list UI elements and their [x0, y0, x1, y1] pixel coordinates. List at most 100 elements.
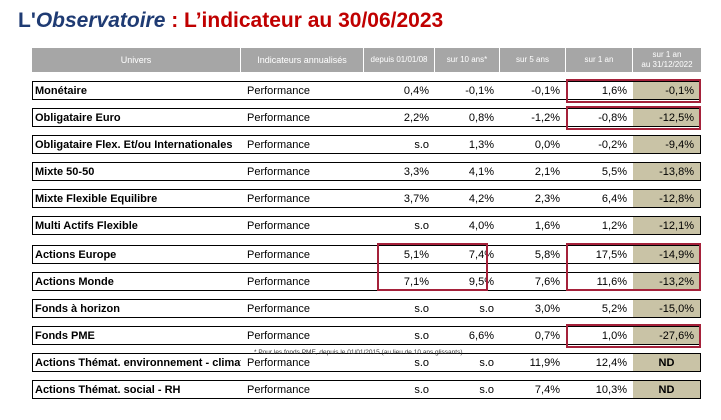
value-depuis-2008: s.o: [364, 326, 435, 345]
value-10-years: -0,1%: [435, 81, 500, 100]
value-1-year-2022: -14,9%: [633, 245, 701, 264]
row-indicator: Performance: [241, 216, 364, 235]
value-depuis-2008: 2,2%: [364, 108, 435, 127]
value-10-years: 4,1%: [435, 162, 500, 181]
row-name: Actions Monde: [32, 272, 241, 291]
value-5-years: 0,0%: [500, 135, 566, 154]
col-header-sur1: sur 1 an: [566, 48, 633, 72]
value-1-year-2022: -9,4%: [633, 135, 701, 154]
value-5-years: 2,1%: [500, 162, 566, 181]
value-depuis-2008: 3,7%: [364, 189, 435, 208]
row-indicator: Performance: [241, 299, 364, 318]
value-1-year-2022: -13,2%: [633, 272, 701, 291]
value-1-year-2022: -0,1%: [633, 81, 701, 100]
value-5-years: -0,1%: [500, 81, 566, 100]
value-1-year-2022: -27,6%: [633, 326, 701, 345]
value-1-year: 10,3%: [566, 380, 633, 399]
page-title: L'Observatoire : L’indicateur au 30/06/2…: [18, 9, 443, 33]
row-name: Monétaire: [32, 81, 241, 100]
value-5-years: 5,8%: [500, 245, 566, 264]
value-10-years: 9,5%: [435, 272, 500, 291]
row-name: Mixte Flexible Equilibre: [32, 189, 241, 208]
col-header-sur5: sur 5 ans: [500, 48, 566, 72]
value-10-years: s.o: [435, 299, 500, 318]
value-5-years: 11,9%: [500, 353, 566, 372]
value-1-year: 1,6%: [566, 81, 633, 100]
title-text: : L’indicateur au 30/06/2023: [165, 9, 444, 32]
row-indicator: Performance: [241, 162, 364, 181]
col-header-depuis: depuis 01/01/08: [364, 48, 435, 72]
row-indicator: Performance: [241, 326, 364, 345]
value-depuis-2008: s.o: [364, 380, 435, 399]
row-indicator: Performance: [241, 353, 364, 372]
table-row: Actions Thémat. environnement - climat Pe…: [32, 353, 701, 372]
value-1-year-2022: -12,5%: [633, 108, 701, 127]
value-5-years: 7,4%: [500, 380, 566, 399]
value-1-year-2022: -12,1%: [633, 216, 701, 235]
value-1-year-2022: -12,8%: [633, 189, 701, 208]
value-1-year: 5,2%: [566, 299, 633, 318]
brand-name: Observatoire: [35, 9, 166, 32]
value-depuis-2008: s.o: [364, 353, 435, 372]
col-header-indicateurs: Indicateurs annualisés: [241, 48, 364, 72]
value-1-year: 1,2%: [566, 216, 633, 235]
row-indicator: Performance: [241, 272, 364, 291]
col-header-sur1-2022: sur 1 an au 31/12/2022: [633, 48, 701, 72]
value-depuis-2008: 3,3%: [364, 162, 435, 181]
value-5-years: 0,7%: [500, 326, 566, 345]
value-1-year: 17,5%: [566, 245, 633, 264]
value-10-years: s.o: [435, 353, 500, 372]
row-name: Actions Europe: [32, 245, 241, 264]
footnote: * Pour les fonds PME, depuis le 01/01/20…: [254, 349, 463, 356]
row-name: Fonds à horizon: [32, 299, 241, 318]
row-name: Obligataire Flex. Et/ou Internationales: [32, 135, 241, 154]
col-header-sur1-2022-line2: au 31/12/2022: [641, 60, 693, 69]
row-name: Obligataire Euro: [32, 108, 241, 127]
table-row: Mixte Flexible Equilibre Performance 3,7% 4…: [32, 189, 701, 208]
value-5-years: 3,0%: [500, 299, 566, 318]
value-1-year-2022: ND: [633, 353, 701, 372]
brand-prefix: L': [18, 9, 36, 32]
value-depuis-2008: 7,1%: [364, 272, 435, 291]
table-row: Obligataire Flex. Et/ou Internationales P…: [32, 135, 701, 154]
value-1-year: 11,6%: [566, 272, 633, 291]
row-indicator: Performance: [241, 81, 364, 100]
value-depuis-2008: s.o: [364, 299, 435, 318]
row-indicator: Performance: [241, 108, 364, 127]
row-indicator: Performance: [241, 245, 364, 264]
value-1-year: 6,4%: [566, 189, 633, 208]
value-depuis-2008: 0,4%: [364, 81, 435, 100]
value-5-years: -1,2%: [500, 108, 566, 127]
value-10-years: 0,8%: [435, 108, 500, 127]
row-name: Actions Thémat. environnement - climat: [32, 353, 241, 372]
value-10-years: 4,2%: [435, 189, 500, 208]
value-1-year: 5,5%: [566, 162, 633, 181]
col-header-sur10: sur 10 ans*: [435, 48, 500, 72]
table-row: Actions Europe Performance 5,1% 7,4% 5,8% 17,…: [32, 245, 701, 264]
value-depuis-2008: 5,1%: [364, 245, 435, 264]
table-row: Obligataire Euro Performance 2,2% 0,8% -1,2%…: [32, 108, 701, 127]
row-indicator: Performance: [241, 189, 364, 208]
value-10-years: s.o: [435, 380, 500, 399]
table-row: Actions Thémat. social - RH Performance s.…: [32, 380, 701, 399]
row-indicator: Performance: [241, 380, 364, 399]
value-10-years: 6,6%: [435, 326, 500, 345]
row-name: Mixte 50-50: [32, 162, 241, 181]
row-name: Multi Actifs Flexible: [32, 216, 241, 235]
value-1-year: 1,0%: [566, 326, 633, 345]
value-10-years: 4,0%: [435, 216, 500, 235]
value-5-years: 2,3%: [500, 189, 566, 208]
table-row: Actions Monde Performance 7,1% 9,5% 7,6% 11,6…: [32, 272, 701, 291]
col-header-univers: Univers: [32, 48, 241, 72]
value-1-year: -0,8%: [566, 108, 633, 127]
table-row: Mixte 50-50 Performance 3,3% 4,1% 2,1% 5,5% -1…: [32, 162, 701, 181]
value-1-year-2022: ND: [633, 380, 701, 399]
value-1-year: 12,4%: [566, 353, 633, 372]
value-10-years: 7,4%: [435, 245, 500, 264]
table-row: Fonds PME Performance s.o 6,6% 0,7% 1,0% -27,6…: [32, 326, 701, 345]
row-name: Fonds PME: [32, 326, 241, 345]
value-depuis-2008: s.o: [364, 135, 435, 154]
value-depuis-2008: s.o: [364, 216, 435, 235]
value-1-year-2022: -15,0%: [633, 299, 701, 318]
value-1-year-2022: -13,8%: [633, 162, 701, 181]
